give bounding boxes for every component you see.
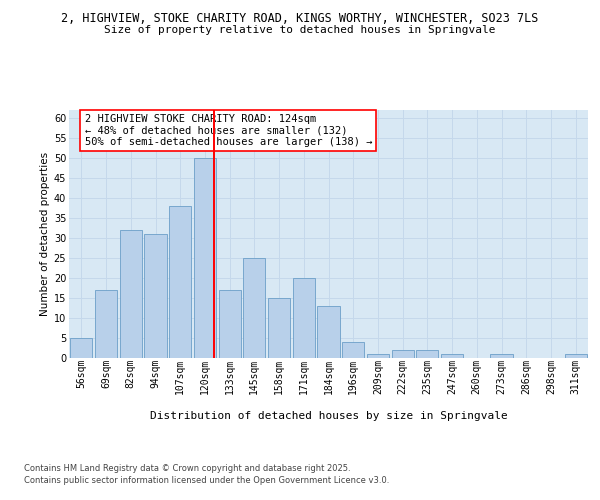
Bar bbox=[441, 354, 463, 358]
Bar bbox=[565, 354, 587, 358]
Bar bbox=[119, 230, 142, 358]
Text: Distribution of detached houses by size in Springvale: Distribution of detached houses by size … bbox=[150, 411, 508, 421]
Text: Contains HM Land Registry data © Crown copyright and database right 2025.: Contains HM Land Registry data © Crown c… bbox=[24, 464, 350, 473]
Bar bbox=[243, 258, 265, 358]
Bar bbox=[392, 350, 414, 358]
Bar bbox=[268, 298, 290, 358]
Bar bbox=[342, 342, 364, 357]
Bar bbox=[169, 206, 191, 358]
Text: Size of property relative to detached houses in Springvale: Size of property relative to detached ho… bbox=[104, 25, 496, 35]
Text: Contains public sector information licensed under the Open Government Licence v3: Contains public sector information licen… bbox=[24, 476, 389, 485]
Bar bbox=[317, 306, 340, 358]
Bar bbox=[293, 278, 315, 357]
Bar bbox=[367, 354, 389, 358]
Text: 2, HIGHVIEW, STOKE CHARITY ROAD, KINGS WORTHY, WINCHESTER, SO23 7LS: 2, HIGHVIEW, STOKE CHARITY ROAD, KINGS W… bbox=[61, 12, 539, 26]
Bar bbox=[194, 158, 216, 358]
Text: 2 HIGHVIEW STOKE CHARITY ROAD: 124sqm
← 48% of detached houses are smaller (132): 2 HIGHVIEW STOKE CHARITY ROAD: 124sqm ← … bbox=[85, 114, 372, 147]
Bar bbox=[218, 290, 241, 358]
Bar bbox=[490, 354, 512, 358]
Bar bbox=[416, 350, 439, 358]
Bar bbox=[145, 234, 167, 358]
Bar bbox=[70, 338, 92, 357]
Bar bbox=[95, 290, 117, 358]
Y-axis label: Number of detached properties: Number of detached properties bbox=[40, 152, 50, 316]
